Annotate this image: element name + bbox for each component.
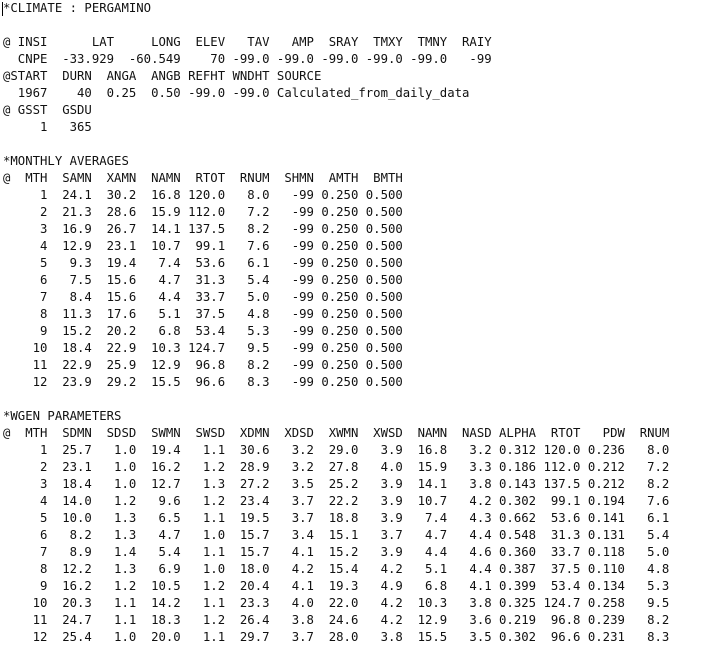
editor-line[interactable]: 10 18.4 22.9 10.3 124.7 9.5 -99 0.250 0.…	[3, 341, 403, 355]
editor-line[interactable]: 12 23.9 29.2 15.5 96.6 8.3 -99 0.250 0.5…	[3, 375, 403, 389]
editor-line[interactable]: *WGEN PARAMETERS	[3, 409, 122, 423]
editor-line[interactable]: *MONTHLY AVERAGES	[3, 154, 129, 168]
editor-line[interactable]: @ MTH SAMN XAMN NAMN RTOT RNUM SHMN AMTH…	[3, 171, 403, 185]
editor-line[interactable]: 10 20.3 1.1 14.2 1.1 23.3 4.0 22.0 4.2 1…	[3, 596, 670, 610]
editor-line[interactable]: 6 8.2 1.3 4.7 1.0 15.7 3.4 15.1 3.7 4.7 …	[3, 528, 670, 542]
editor-line[interactable]: 1 24.1 30.2 16.8 120.0 8.0 -99 0.250 0.5…	[3, 188, 403, 202]
editor-line[interactable]: 2 23.1 1.0 16.2 1.2 28.9 3.2 27.8 4.0 15…	[3, 460, 670, 474]
editor-line[interactable]: 8 11.3 17.6 5.1 37.5 4.8 -99 0.250 0.500	[3, 307, 403, 321]
editor-line[interactable]: 4 12.9 23.1 10.7 99.1 7.6 -99 0.250 0.50…	[3, 239, 403, 253]
editor-line[interactable]: @START DURN ANGA ANGB REFHT WNDHT SOURCE	[3, 69, 322, 83]
editor-line[interactable]: 5 9.3 19.4 7.4 53.6 6.1 -99 0.250 0.500	[3, 256, 403, 270]
editor-line[interactable]: *CLIMATE : PERGAMINO	[3, 1, 152, 15]
editor-line[interactable]: 1967 40 0.25 0.50 -99.0 -99.0 Calculated…	[3, 86, 470, 100]
editor-line[interactable]: @ INSI LAT LONG ELEV TAV AMP SRAY TMXY T…	[3, 35, 492, 49]
editor-line[interactable]: 2 21.3 28.6 15.9 112.0 7.2 -99 0.250 0.5…	[3, 205, 403, 219]
editor-line[interactable]: 11 24.7 1.1 18.3 1.2 26.4 3.8 24.6 4.2 1…	[3, 613, 670, 627]
editor-line[interactable]: 4 14.0 1.2 9.6 1.2 23.4 3.7 22.2 3.9 10.…	[3, 494, 670, 508]
editor-line[interactable]: 9 15.2 20.2 6.8 53.4 5.3 -99 0.250 0.500	[3, 324, 403, 338]
editor-line[interactable]: 5 10.0 1.3 6.5 1.1 19.5 3.7 18.8 3.9 7.4…	[3, 511, 670, 525]
editor-line[interactable]: @ MTH SDMN SDSD SWMN SWSD XDMN XDSD XWMN…	[3, 426, 670, 440]
editor-line[interactable]: 9 16.2 1.2 10.5 1.2 20.4 4.1 19.3 4.9 6.…	[3, 579, 670, 593]
editor-line[interactable]: 1 25.7 1.0 19.4 1.1 30.6 3.2 29.0 3.9 16…	[3, 443, 670, 457]
text-cursor	[2, 2, 3, 16]
editor-line[interactable]: 1 365	[3, 120, 92, 134]
editor-line[interactable]: 3 18.4 1.0 12.7 1.3 27.2 3.5 25.2 3.9 14…	[3, 477, 670, 491]
editor-line[interactable]: 11 22.9 25.9 12.9 96.8 8.2 -99 0.250 0.5…	[3, 358, 403, 372]
editor-line[interactable]: 7 8.4 15.6 4.4 33.7 5.0 -99 0.250 0.500	[3, 290, 403, 304]
editor-line[interactable]: 12 25.4 1.0 20.0 1.1 29.7 3.7 28.0 3.8 1…	[3, 630, 670, 644]
editor-line[interactable]: 6 7.5 15.6 4.7 31.3 5.4 -99 0.250 0.500	[3, 273, 403, 287]
editor-line[interactable]: @ GSST GSDU	[3, 103, 92, 117]
editor-line[interactable]: 8 12.2 1.3 6.9 1.0 18.0 4.2 15.4 4.2 5.1…	[3, 562, 670, 576]
editor-line[interactable]: 3 16.9 26.7 14.1 137.5 8.2 -99 0.250 0.5…	[3, 222, 403, 236]
editor-line[interactable]: 7 8.9 1.4 5.4 1.1 15.7 4.1 15.2 3.9 4.4 …	[3, 545, 670, 559]
editor-line[interactable]: CNPE -33.929 -60.549 70 -99.0 -99.0 -99.…	[3, 52, 492, 66]
